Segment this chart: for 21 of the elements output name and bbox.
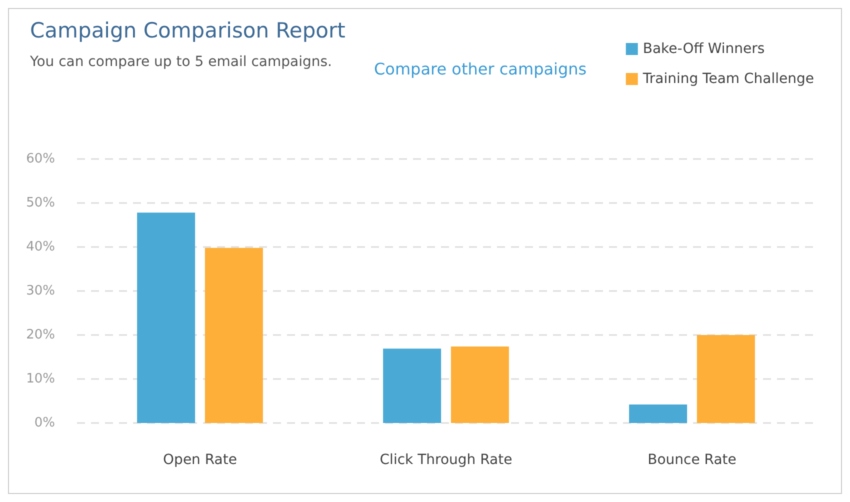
bar (450, 346, 509, 423)
text: Compare other campaigns (374, 60, 587, 78)
bar (383, 348, 442, 423)
x-tick-label: Open Rate (163, 452, 237, 468)
bar (696, 335, 755, 423)
chart-subtitle: You can compare up to 5 email campaigns. (29, 54, 332, 70)
y-tick-label: 10% (26, 372, 55, 386)
y-tick-label: 60% (26, 152, 55, 166)
x-tick-label: Bounce Rate (648, 452, 736, 468)
y-tick-label: 50% (26, 196, 55, 210)
y-tick-label: 30% (26, 284, 55, 298)
y-tick-label: 0% (34, 416, 55, 430)
y-tick-label: 20% (26, 328, 55, 342)
bar (204, 248, 263, 423)
x-tick-label: Click Through Rate (380, 452, 512, 468)
legend-label: Training Team Challenge (642, 71, 814, 87)
chart-title: Campaign Comparison Report (30, 18, 346, 42)
y-tick-label: 40% (26, 240, 55, 254)
bar (137, 212, 196, 423)
bar (629, 404, 688, 423)
legend-label: Bake-Off Winners (642, 41, 765, 57)
